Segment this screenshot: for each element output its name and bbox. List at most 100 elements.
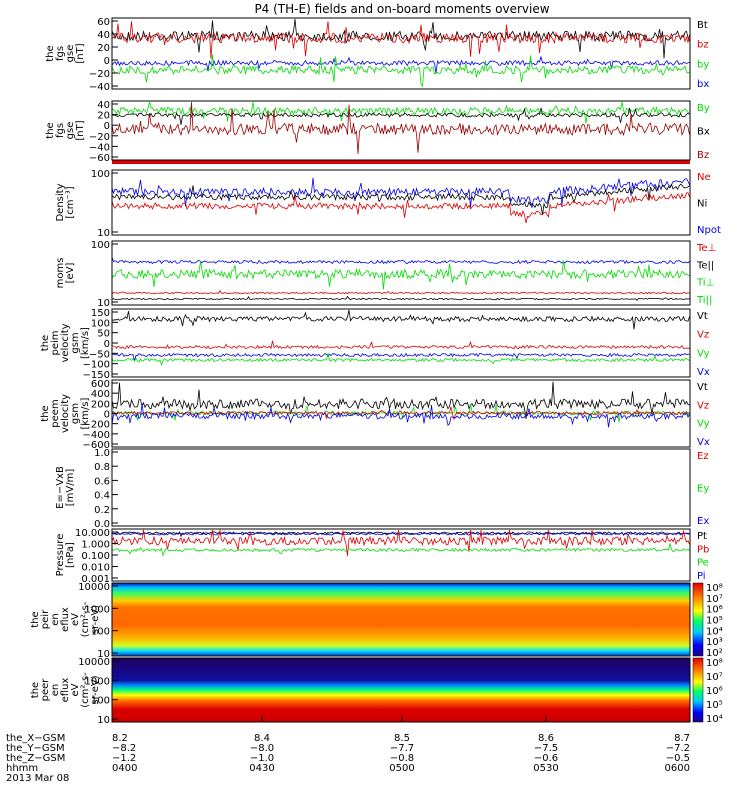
y-axis-label: [km/s] [80, 397, 91, 429]
y-tick-label: 0 [104, 56, 110, 67]
y-tick-label: 0 [104, 121, 110, 132]
y-tick-label: 150 [91, 308, 110, 319]
x-tick-label: 0500 [389, 763, 414, 774]
y-tick-label: −20 [89, 69, 110, 80]
figure-title: P4 (TH-E) fields and on-board moments ov… [254, 2, 549, 16]
y-axis-label: the [40, 405, 51, 421]
legend-pe: Pe [697, 558, 709, 569]
y-tick-label: 100 [91, 169, 110, 180]
x-row-label: the_Z−GSM [6, 753, 65, 764]
legend-ey: Ey [697, 484, 709, 495]
y-tick-label: 0.2 [94, 505, 110, 516]
trace-by [111, 101, 690, 124]
colorbar-label: 10² [706, 648, 723, 659]
y-tick-label: 0.6 [94, 476, 110, 487]
x-tick-label: −7.2 [666, 743, 690, 754]
trace-bx [111, 56, 690, 74]
trace-ti-par [111, 295, 690, 301]
trace-te-perp [111, 289, 690, 295]
x-tick-label: 0430 [249, 763, 274, 774]
panel-7: 1.0 0.8 0.6 0.4 0.2 0.0 E=−VxB [mV/m] Ez Ey Ex [55, 448, 709, 530]
x-row-label: hhmm [6, 763, 38, 774]
trace-ni [111, 183, 690, 215]
panel-frame [111, 657, 691, 723]
y-axis-label: [km/s] [80, 327, 91, 359]
y-axis-label: [mV/m] [65, 469, 76, 507]
y-tick-label: −40 [89, 142, 110, 153]
panel-10: 10000 1000 100 10 the peer en eflux eV (cm²-s-sr-… [30, 657, 723, 726]
colorbar-label: 10³ [706, 637, 723, 648]
y-axis-label: [nT] [75, 120, 86, 140]
legend-ez: Ez [697, 451, 709, 462]
panel-frame [111, 582, 691, 657]
y-tick-label: −60 [89, 153, 110, 164]
y-tick-label: 0.8 [94, 462, 110, 473]
trace-by [111, 54, 690, 88]
colorbar-label: 10⁷ [706, 672, 723, 683]
x-tick-label: −8.0 [250, 743, 274, 754]
legend-te: Te⊥ [696, 243, 716, 254]
y-axis-label: eV [70, 683, 81, 696]
panel-frame [111, 528, 691, 582]
y-tick-label: −600 [83, 440, 110, 451]
trace-ne [111, 192, 690, 224]
panel-frame [111, 240, 691, 306]
y-axis-label: en [50, 684, 61, 697]
y-axis-label: velocity [60, 394, 71, 433]
y-tick-label: 0.100 [81, 551, 110, 562]
x-row-label: the_Y−GSM [6, 743, 65, 754]
y-axis-label: Density [55, 183, 66, 221]
colorbar-label: 10⁸ [706, 658, 723, 669]
legend-vx: Vx [697, 437, 710, 448]
y-axis-label: the [40, 335, 51, 351]
y-axis-label: eflux [60, 607, 71, 632]
legend-ni: Ni [697, 199, 707, 210]
trace-pe [111, 543, 690, 557]
y-tick-label: 600 [91, 379, 110, 390]
x-tick-label: −1.2 [112, 753, 136, 764]
y-tick-label: 1.0 [94, 448, 110, 459]
y-axis-label: eflux [60, 678, 71, 703]
x-tick-label: −0.8 [390, 753, 414, 764]
x-tick-label: 8.7 [674, 733, 690, 744]
colorbar-label: 10⁴ [706, 714, 723, 725]
x-tick-label: −0.6 [534, 753, 558, 764]
y-tick-label: 10 [97, 715, 110, 726]
panel-frame [111, 448, 691, 527]
trace-npot [111, 177, 690, 208]
y-tick-label: −50 [89, 349, 110, 360]
x-tick-label: 8.2 [112, 733, 128, 744]
y-tick-label: 10.000 [75, 528, 110, 539]
x-tick-label: 0530 [533, 763, 558, 774]
y-axis-label: sr-eV) [90, 605, 101, 634]
legend-bt: Bt [697, 20, 708, 31]
legend-vy: Vy [697, 419, 710, 430]
trace-bx [112, 107, 690, 125]
x-tick-label: 8.4 [254, 733, 270, 744]
x-tick-label: −8.2 [112, 743, 136, 754]
y-tick-label: 10 [97, 298, 110, 309]
y-axis-label: en [50, 613, 61, 626]
colorbar-label: 10⁸ [706, 583, 723, 594]
legend-vt: Vt [697, 311, 708, 322]
panel-9: 10000 1000 100 10 the peir en eflux eV (cm²-s-sr-… [30, 582, 723, 660]
y-axis-label: gsm [70, 403, 81, 424]
trace-vt [111, 381, 690, 420]
legend-te: Te|| [696, 260, 714, 271]
y-tick-label: 0.010 [81, 563, 110, 574]
y-tick-label: 100 [91, 627, 110, 638]
legend-pt: Pt [697, 531, 707, 542]
x-row-label: 2013 Mar 08 [6, 773, 69, 784]
red-band [112, 160, 690, 164]
legend-by: by [697, 59, 709, 70]
panel-1: 60 40 20 0 −20 −40 the fgs gse [nT] Bt bz by bx [45, 17, 709, 93]
y-axis-label: E=−VxB [55, 466, 66, 509]
colorbar-label: 10⁵ [706, 616, 723, 627]
panel-frame [111, 17, 691, 90]
colorbar [692, 657, 704, 723]
y-axis-label: [nPa] [65, 542, 76, 568]
